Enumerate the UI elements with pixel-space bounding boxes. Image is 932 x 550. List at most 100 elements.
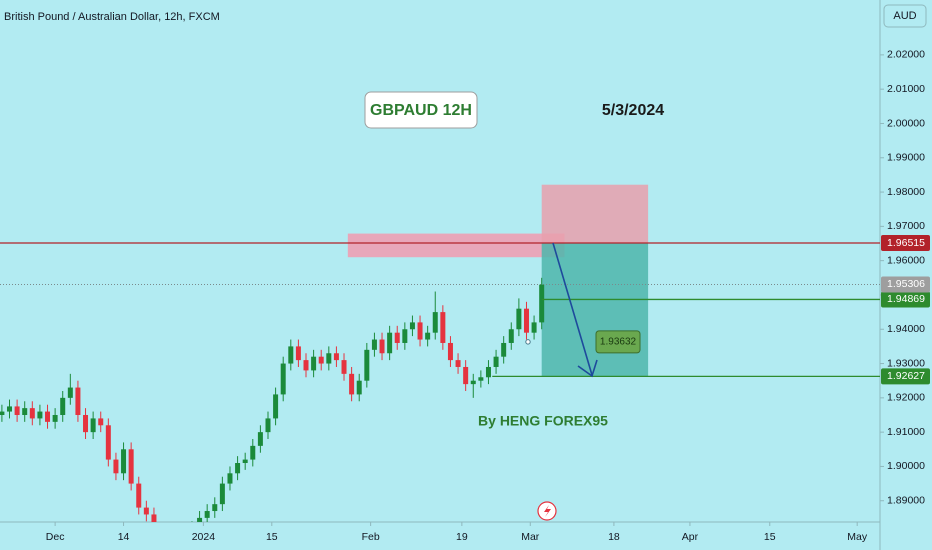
candle-body <box>455 360 461 367</box>
candle-body <box>151 514 157 522</box>
y-tick-label: 1.90000 <box>887 460 925 472</box>
candle-body <box>52 414 58 422</box>
target-label: 1.93632 <box>600 337 637 348</box>
candle-body <box>0 411 5 415</box>
candle-body <box>7 406 13 412</box>
candle-body <box>478 377 484 381</box>
y-tick-label: 1.91000 <box>887 426 925 438</box>
price-badge <box>881 234 930 251</box>
x-tick-label: Apr <box>682 531 699 543</box>
candle-body <box>364 349 370 381</box>
candle-body <box>417 322 423 340</box>
candle-body <box>219 483 225 505</box>
arrow <box>552 242 593 376</box>
price-badge-label: 1.95306 <box>887 278 925 290</box>
candle-body <box>531 322 537 333</box>
x-tick-label: Mar <box>521 531 540 543</box>
candle-body <box>75 387 81 415</box>
target-point <box>525 339 531 345</box>
zone <box>541 242 649 377</box>
candle-body <box>273 394 279 419</box>
x-tick-label: May <box>847 531 868 543</box>
x-tick-label: 19 <box>456 531 468 543</box>
y-tick-label: 1.89000 <box>887 495 925 507</box>
candle-body <box>227 473 233 484</box>
price-badge <box>881 276 930 293</box>
candle-body <box>508 329 514 343</box>
candle-body <box>280 363 286 395</box>
candle-body <box>29 408 35 419</box>
candle-body <box>371 339 377 350</box>
title-box <box>364 91 478 129</box>
candle-body <box>105 425 111 460</box>
candle-body <box>143 507 149 515</box>
x-tick-label: 14 <box>118 531 130 543</box>
x-tick-label: Dec <box>46 531 65 543</box>
candle-body <box>501 342 507 357</box>
candle-body <box>235 463 241 474</box>
target-box <box>595 330 641 354</box>
candle-body <box>394 332 400 343</box>
candle-body <box>470 380 476 385</box>
price-badge-label: 1.94869 <box>887 293 925 305</box>
candle-body <box>295 346 301 361</box>
candle-body <box>326 353 332 364</box>
candle-body <box>440 312 446 343</box>
arrow-head <box>577 359 598 378</box>
annotation: By HENG FOREX95 <box>478 413 608 429</box>
y-tick-label: 2.02000 <box>887 49 925 61</box>
x-tick-label: 15 <box>764 531 776 543</box>
y-tick-label: 1.92000 <box>887 392 925 404</box>
price-badge <box>881 291 930 308</box>
y-tick-label: 1.99000 <box>887 152 925 164</box>
chart-title: British Pound / Australian Dollar, 12h, … <box>4 11 220 23</box>
candle-body <box>128 449 134 484</box>
candle-body <box>318 356 324 364</box>
y-tick-label: 1.97000 <box>887 220 925 232</box>
candle-body <box>333 353 339 361</box>
plot-area <box>0 184 880 522</box>
candle-body <box>98 418 104 426</box>
candle-body <box>341 360 347 374</box>
zone <box>347 233 565 258</box>
annotation: 5/3/2024 <box>602 102 664 119</box>
y-tick-label: 1.98000 <box>887 186 925 198</box>
candle-body <box>242 459 248 464</box>
candle-body <box>288 346 294 364</box>
currency-button[interactable] <box>883 4 927 28</box>
candle-body <box>387 332 393 354</box>
candle-body <box>250 445 256 460</box>
price-badge-label: 1.96515 <box>887 237 925 249</box>
candle-body <box>425 332 431 340</box>
candle-body <box>432 312 438 333</box>
price-badge <box>881 368 930 385</box>
candle-body <box>136 483 142 508</box>
candle-body <box>37 411 43 419</box>
y-tick-label: 1.93000 <box>887 357 925 369</box>
candle-body <box>379 339 385 354</box>
candle-body <box>204 511 210 518</box>
zone <box>541 184 649 243</box>
candle-body <box>90 418 96 433</box>
candle-body <box>356 380 362 395</box>
candle-body <box>83 414 89 433</box>
candle-body <box>45 411 51 422</box>
annotation: GBPAUD 12H <box>370 102 472 119</box>
candle-body <box>303 360 309 371</box>
x-tick-label: Feb <box>362 531 380 543</box>
candle-body <box>257 432 263 446</box>
candle-body <box>402 329 408 343</box>
y-tick-label: 2.00000 <box>887 117 925 129</box>
y-tick-label: 2.01000 <box>887 83 925 95</box>
candle-body <box>22 408 28 415</box>
currency-label[interactable]: AUD <box>893 10 916 22</box>
y-tick-label: 1.94000 <box>887 323 925 335</box>
candle-body <box>516 308 522 330</box>
candle-body <box>311 356 317 371</box>
candle-body <box>113 459 119 474</box>
candle-body <box>197 517 203 522</box>
lightning-icon[interactable] <box>537 501 557 521</box>
candle-body <box>349 373 355 395</box>
candle-body <box>60 397 66 415</box>
